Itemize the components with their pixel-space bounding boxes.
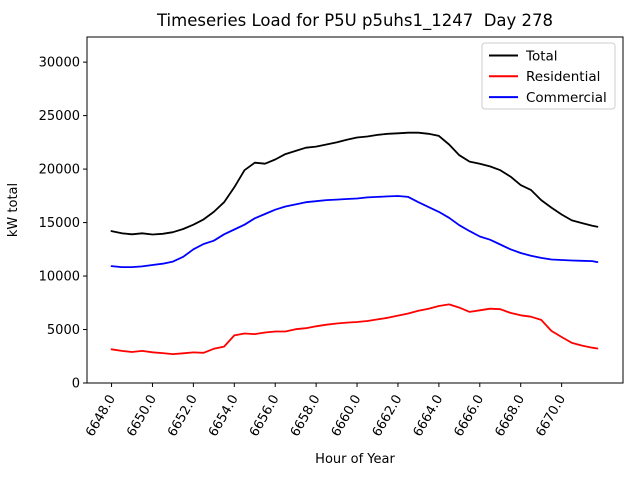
legend-label-residential: Residential bbox=[526, 69, 600, 85]
y-tick-label: 30000 bbox=[39, 56, 80, 71]
legend-label-total: Total bbox=[525, 48, 558, 64]
legend-label-commercial: Commercial bbox=[526, 90, 607, 106]
x-axis-label: Hour of Year bbox=[315, 452, 395, 467]
x-tick-label: 6660.0 bbox=[329, 393, 365, 440]
y-tick-label: 10000 bbox=[39, 270, 80, 285]
x-tick-label: 6648.0 bbox=[83, 393, 119, 440]
y-tick-label: 15000 bbox=[39, 216, 80, 231]
x-tick-label: 6658.0 bbox=[288, 393, 324, 440]
x-tick-label: 6662.0 bbox=[370, 393, 406, 440]
x-tick-label: 6670.0 bbox=[533, 393, 569, 440]
y-tick-label: 25000 bbox=[39, 109, 80, 124]
legend: Total Residential Commercial bbox=[481, 42, 616, 110]
y-tick-label: 5000 bbox=[47, 323, 80, 338]
axes-frame bbox=[86, 36, 624, 384]
x-tick-label: 6656.0 bbox=[247, 393, 283, 440]
series-line-residential bbox=[110, 303, 599, 356]
series-line-commercial bbox=[110, 195, 599, 269]
x-tick-label: 6654.0 bbox=[206, 393, 242, 440]
x-tick-label: 6652.0 bbox=[165, 393, 201, 440]
chart-title: Timeseries Load for P5U p5uhs1_1247 Day … bbox=[156, 11, 553, 31]
x-tick-label: 6664.0 bbox=[411, 393, 447, 440]
legend-frame bbox=[481, 42, 616, 110]
x-tick-label: 6668.0 bbox=[492, 393, 528, 440]
series-line-total bbox=[110, 131, 599, 236]
x-tick-label: 6650.0 bbox=[124, 393, 160, 440]
y-axis-label: kW total bbox=[6, 183, 21, 237]
y-tick-label: 0 bbox=[72, 377, 80, 392]
x-tick-label: 6666.0 bbox=[452, 393, 488, 440]
y-tick-label: 20000 bbox=[39, 163, 80, 178]
